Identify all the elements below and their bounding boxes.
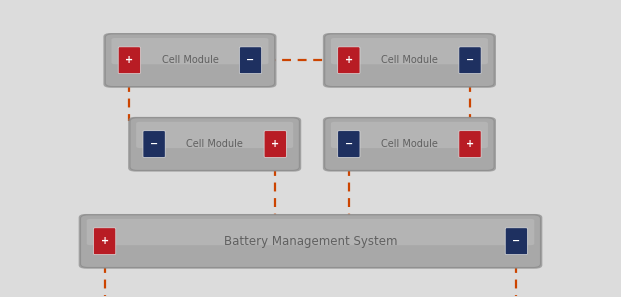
FancyBboxPatch shape [130, 118, 299, 170]
FancyBboxPatch shape [118, 47, 140, 74]
Text: Cell Module: Cell Module [381, 55, 438, 65]
Text: −: − [150, 139, 158, 149]
FancyBboxPatch shape [81, 215, 540, 268]
Text: +: + [101, 236, 109, 246]
FancyBboxPatch shape [240, 47, 261, 74]
FancyBboxPatch shape [143, 131, 165, 157]
Text: Cell Module: Cell Module [381, 139, 438, 149]
FancyBboxPatch shape [459, 47, 481, 74]
Text: +: + [466, 139, 474, 149]
Text: −: − [247, 55, 255, 65]
Text: +: + [271, 139, 279, 149]
FancyBboxPatch shape [331, 38, 488, 64]
FancyBboxPatch shape [338, 131, 360, 157]
FancyBboxPatch shape [323, 33, 496, 88]
Text: Cell Module: Cell Module [161, 55, 219, 65]
Text: −: − [466, 55, 474, 65]
FancyBboxPatch shape [128, 117, 301, 172]
Text: −: − [345, 139, 353, 149]
FancyBboxPatch shape [459, 131, 481, 157]
Text: −: − [512, 236, 520, 246]
FancyBboxPatch shape [136, 122, 293, 148]
Text: +: + [345, 55, 353, 65]
FancyBboxPatch shape [87, 219, 534, 245]
FancyBboxPatch shape [264, 131, 286, 157]
FancyBboxPatch shape [79, 214, 542, 269]
FancyBboxPatch shape [331, 122, 488, 148]
FancyBboxPatch shape [111, 38, 268, 64]
Text: Cell Module: Cell Module [186, 139, 243, 149]
FancyBboxPatch shape [325, 118, 494, 170]
FancyBboxPatch shape [323, 117, 496, 172]
FancyBboxPatch shape [338, 47, 360, 74]
FancyBboxPatch shape [505, 228, 527, 255]
Text: +: + [125, 55, 134, 65]
FancyBboxPatch shape [94, 228, 116, 255]
FancyBboxPatch shape [325, 34, 494, 86]
FancyBboxPatch shape [105, 34, 274, 86]
Text: Battery Management System: Battery Management System [224, 235, 397, 248]
FancyBboxPatch shape [103, 33, 276, 88]
